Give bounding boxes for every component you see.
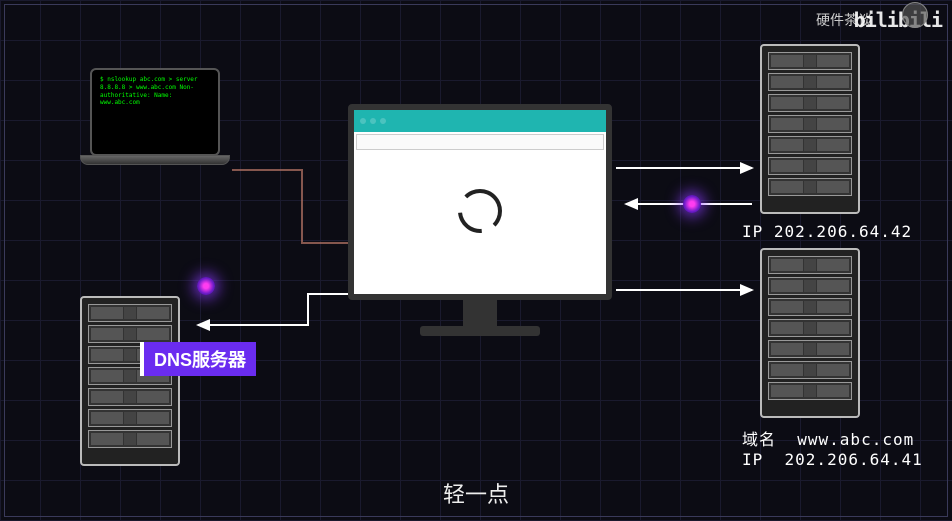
server-bottom-domain: 域名 www.abc.com xyxy=(742,426,914,450)
server-rack-bottom xyxy=(760,248,860,418)
terminal-text: $ nslookup abc.com > server 8.8.8.8 > ww… xyxy=(100,76,210,107)
bilibili-logo: bilibili xyxy=(854,8,942,32)
laptop-base xyxy=(80,155,230,165)
dns-label: DNS服务器 xyxy=(140,342,256,376)
loading-spinner-icon xyxy=(458,189,502,233)
client-monitor xyxy=(348,104,612,336)
browser-address-bar xyxy=(356,134,604,150)
subtitle-caption: 轻一点 xyxy=(443,477,509,509)
dns-server-rack xyxy=(80,296,180,466)
server-bottom-ip: IP 202.206.64.41 xyxy=(742,450,923,469)
laptop: $ nslookup abc.com > server 8.8.8.8 > ww… xyxy=(80,68,230,178)
laptop-screen: $ nslookup abc.com > server 8.8.8.8 > ww… xyxy=(90,68,220,156)
server-top-ip: IP 202.206.64.42 xyxy=(742,222,912,241)
browser-titlebar xyxy=(354,110,606,132)
server-rack-top xyxy=(760,44,860,214)
packet-node-icon xyxy=(197,277,215,295)
monitor-bezel xyxy=(348,104,612,300)
packet-node-icon xyxy=(683,195,701,213)
overlay-icon xyxy=(902,2,928,28)
